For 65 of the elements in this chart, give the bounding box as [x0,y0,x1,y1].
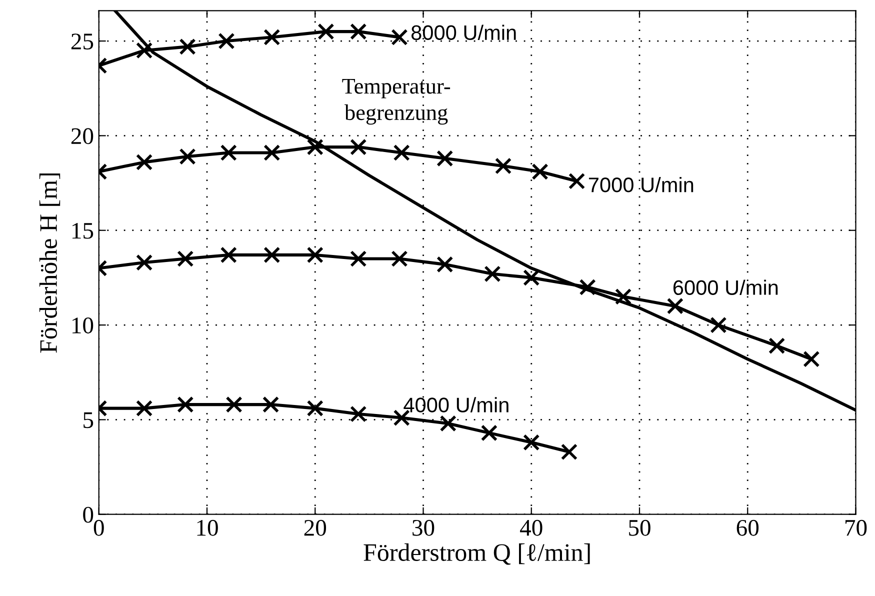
point [350,406,367,422]
point [136,42,153,59]
x-tick-label: 10 [197,520,218,536]
point [226,396,242,413]
point [350,138,367,156]
point [803,350,820,368]
point [264,246,280,264]
point [391,250,408,268]
point [579,278,596,296]
point [177,250,194,268]
x-axis-title: Förderstrom Q [ℓ/min] [364,543,590,565]
point [480,424,498,442]
point [264,144,280,162]
point [177,396,194,413]
point [306,246,324,264]
point [768,338,786,354]
point [614,288,632,305]
point [436,256,454,273]
point [494,158,512,174]
point [710,316,727,334]
point [568,172,586,190]
point [318,23,334,40]
point [306,138,324,156]
point [391,28,408,46]
point [666,298,684,314]
point [264,28,280,46]
point [440,415,456,432]
point [393,144,410,162]
x-tick-label: 50 [629,520,650,536]
series-label: 6000 U/min [673,280,778,296]
series-label: 7000 U/min [588,176,694,192]
point [350,250,367,268]
point [262,396,280,413]
point [532,163,548,180]
x-tick-label: 30 [412,520,434,536]
point [523,269,540,286]
annotation: Temperatur- begrenzung [342,78,450,125]
legend-label: 8000 U/min [411,24,516,40]
point [220,246,237,264]
y-axis-title: Förderhöhe H [m] [39,173,60,353]
y-tick-label: 0 [83,506,94,523]
point [560,444,578,460]
point [179,148,196,165]
point [179,38,196,56]
point [350,23,367,40]
point [220,144,237,162]
x-tick-label: 0 [94,520,104,536]
point [523,434,540,451]
x-tick-label: 20 [304,520,326,536]
point [136,400,153,417]
point [306,400,324,417]
y-tick-label: 5 [84,412,94,428]
point [218,32,235,50]
y-tick-label: 15 [72,222,94,239]
point [136,254,153,271]
series-label: 4000 U/min [404,397,508,412]
y-tick-label: 20 [71,128,94,144]
x-tick-label: 70 [846,520,867,536]
point [484,266,501,282]
y-tick-label: 25 [71,34,94,50]
x-tick-label: 60 [736,520,759,536]
y-tick-label: 10 [72,318,94,334]
point [436,150,454,167]
point [136,154,153,171]
x-tick-label: 40 [520,520,542,536]
